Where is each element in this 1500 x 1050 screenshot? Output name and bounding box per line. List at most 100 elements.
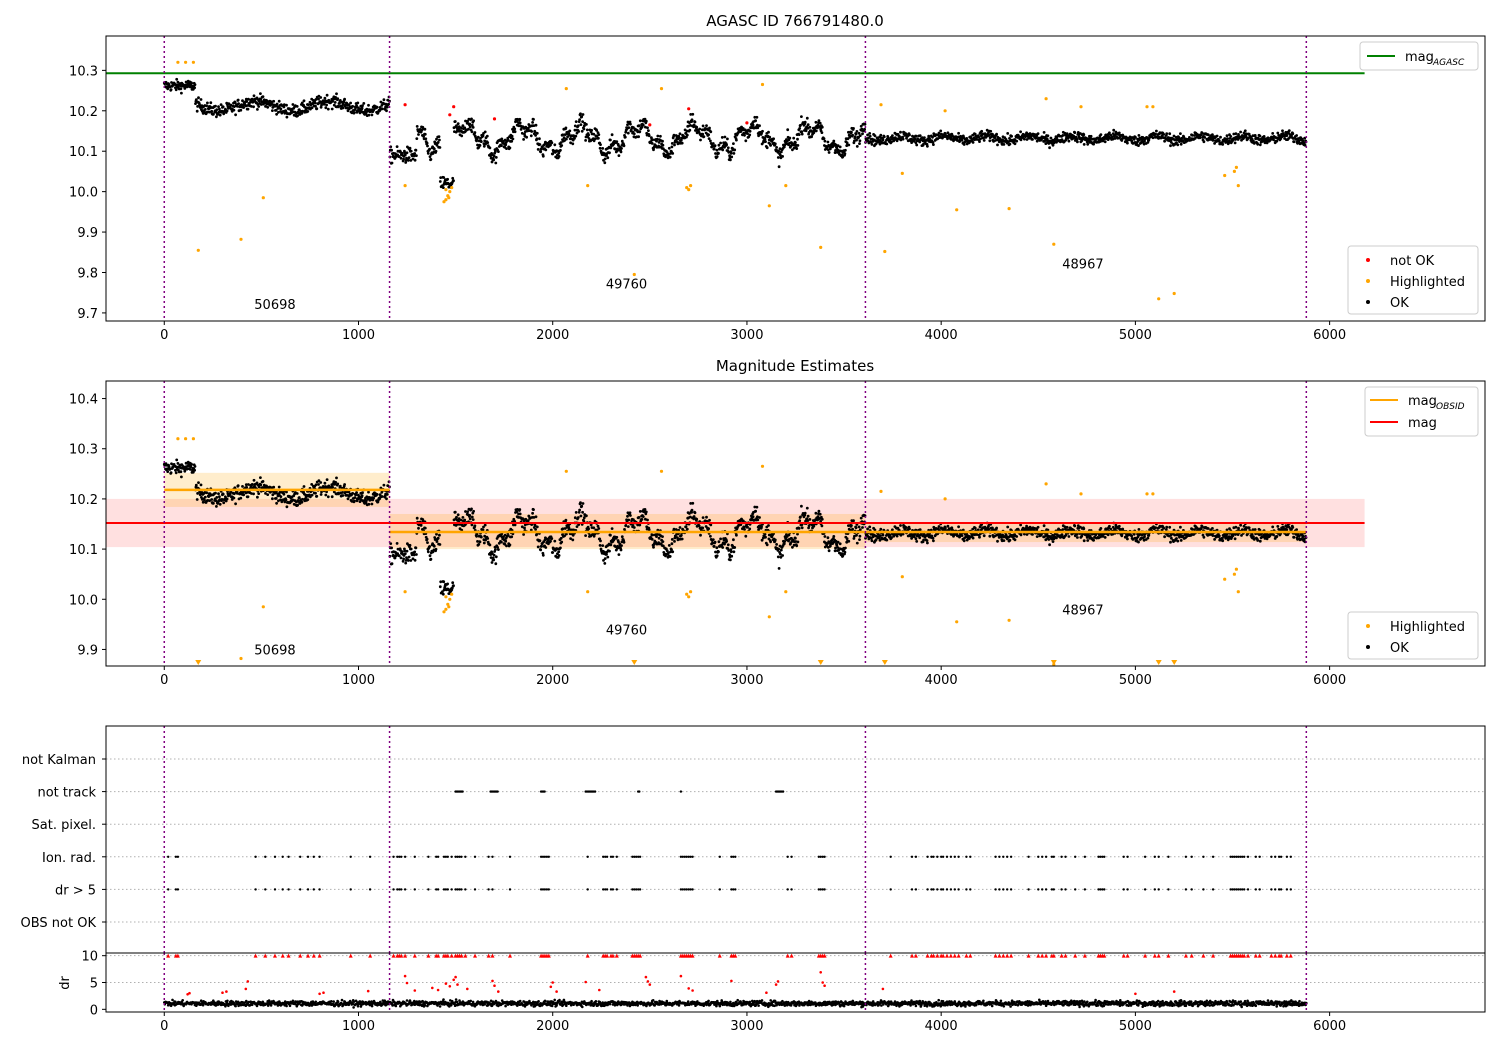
ok-point xyxy=(199,98,203,101)
ok-point xyxy=(346,497,350,501)
ok-point xyxy=(709,139,712,143)
ok-point xyxy=(1076,140,1079,144)
ok-point xyxy=(532,508,535,511)
ok-point xyxy=(1080,534,1084,538)
highlighted-point xyxy=(955,208,959,212)
ok-point xyxy=(1019,138,1023,142)
ok-point xyxy=(855,533,858,537)
highlighted-point xyxy=(444,198,448,202)
ok-point xyxy=(452,179,455,183)
ok-point xyxy=(987,528,991,531)
ok-point xyxy=(901,532,905,536)
ok-point xyxy=(804,129,808,133)
ok-point xyxy=(301,109,305,113)
ok-point xyxy=(643,508,647,511)
legend-label: OK xyxy=(1390,296,1409,311)
ok-point xyxy=(553,539,557,543)
ok-point xyxy=(561,133,565,137)
ok-point xyxy=(603,157,607,161)
ok-point xyxy=(534,528,537,531)
ok-point xyxy=(820,131,824,135)
ok-point xyxy=(798,126,802,130)
highlighted-point xyxy=(687,188,691,192)
ok-point xyxy=(988,534,992,538)
ok-point xyxy=(690,508,694,512)
ok-point xyxy=(408,146,412,150)
ok-point xyxy=(533,524,537,528)
ok-point xyxy=(691,112,695,116)
ok-point xyxy=(615,140,619,144)
ok-point xyxy=(714,152,717,155)
ok-point xyxy=(175,77,179,81)
ok-point xyxy=(550,537,554,540)
ok-point xyxy=(870,143,874,146)
ok-point xyxy=(820,524,824,528)
ok-point xyxy=(1097,533,1101,537)
ok-point xyxy=(680,537,684,541)
ok-point xyxy=(609,543,613,547)
ok-point xyxy=(643,117,647,121)
axes-frame xyxy=(105,35,1486,322)
ok-point xyxy=(605,553,608,556)
ok-point xyxy=(1013,142,1017,146)
ok-point xyxy=(1229,135,1233,138)
ok-point xyxy=(1002,143,1006,146)
ok-point xyxy=(438,180,442,183)
ok-point xyxy=(918,134,922,138)
ok-point xyxy=(382,98,386,102)
ok-point xyxy=(361,491,364,495)
ok-point xyxy=(1013,538,1017,542)
legend-label: Highlighted xyxy=(1390,275,1465,290)
ok-point xyxy=(247,97,250,101)
ok-point xyxy=(560,540,564,544)
ok-point xyxy=(380,495,384,498)
ok-point xyxy=(538,539,542,543)
ok-point xyxy=(601,544,605,547)
ok-point xyxy=(659,134,662,138)
ok-point xyxy=(914,141,918,145)
ok-point xyxy=(320,103,323,107)
ok-point xyxy=(670,538,674,541)
ok-point xyxy=(313,101,317,105)
ok-point xyxy=(362,102,366,105)
ok-point xyxy=(370,113,374,117)
ok-point xyxy=(996,143,999,147)
ok-point xyxy=(629,122,632,126)
ok-point xyxy=(792,543,796,547)
ok-point xyxy=(325,103,328,107)
ok-point xyxy=(715,148,719,152)
ok-point xyxy=(165,467,169,471)
ok-point xyxy=(615,535,619,539)
ok-point xyxy=(612,538,616,542)
y-tick-label: 10.0 xyxy=(69,186,98,201)
ok-point xyxy=(667,544,671,547)
ok-point xyxy=(205,104,209,108)
ok-point xyxy=(932,143,935,147)
ok-point xyxy=(461,124,465,128)
ok-point xyxy=(1031,533,1034,536)
ok-point xyxy=(1180,136,1184,140)
ok-point xyxy=(684,525,688,529)
ok-point xyxy=(321,485,325,488)
ok-point xyxy=(435,532,438,536)
ok-point xyxy=(1035,139,1039,143)
ok-point xyxy=(170,462,173,466)
ok-point xyxy=(355,499,359,503)
ok-point xyxy=(822,137,826,141)
ok-point xyxy=(1112,128,1116,132)
ok-point xyxy=(306,103,310,106)
ok-point xyxy=(719,537,722,541)
ok-point xyxy=(188,468,192,471)
ok-point xyxy=(264,105,267,108)
highlighted-point xyxy=(1052,242,1056,246)
ok-point xyxy=(855,138,858,142)
ok-point xyxy=(852,537,856,540)
ok-point xyxy=(282,103,286,106)
ok-point xyxy=(626,514,629,518)
ok-point xyxy=(628,120,632,124)
ok-point xyxy=(754,509,757,513)
ok-point xyxy=(939,129,943,133)
highlighted-point xyxy=(442,200,446,204)
ok-point xyxy=(934,527,938,530)
